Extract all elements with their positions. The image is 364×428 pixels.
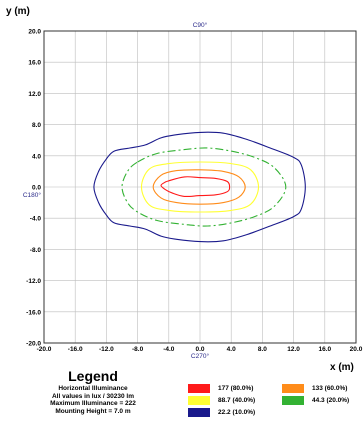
x-axis-label: x (m): [330, 362, 354, 373]
y-tick-label: 8.0: [32, 122, 41, 129]
legend-swatch: [188, 408, 210, 417]
y-tick-label: 16.0: [28, 60, 41, 67]
legend-label: 44.3 (20.0%): [312, 397, 350, 404]
legend-items: 177 (80.0%) 133 (60.0%) 88.7 (40.0%) 44.3 (…: [0, 368, 364, 428]
legend-label: 22.2 (10.0%): [218, 409, 256, 416]
x-tick-label: -8.0: [132, 346, 144, 353]
legend-title: Legend: [68, 368, 118, 384]
contour-lines: [93, 131, 306, 243]
legend-swatch: [188, 396, 210, 405]
angle-annotation: C90°: [193, 21, 208, 29]
x-tick-label: 0.0: [195, 346, 204, 353]
legend-info-line: Horizontal Illuminance: [58, 385, 128, 392]
y-tick-label: 20.0: [28, 29, 41, 36]
x-tick-label: 8.0: [258, 346, 267, 353]
legend-item: 22.2 (10.0%): [188, 407, 255, 418]
y-tick-label: -8.0: [30, 247, 42, 254]
legend-swatch: [282, 384, 304, 393]
x-tick-label: -20.0: [37, 346, 52, 353]
angle-annotations: C90° C180° C270°: [23, 21, 210, 360]
contour-line: [152, 169, 246, 205]
plot-frame: [43, 30, 357, 344]
angle-annotation: C270°: [191, 352, 210, 360]
x-tick-label: 12.0: [287, 346, 300, 353]
legend-item: 88.7 (40.0%): [188, 395, 255, 406]
legend-swatch: [188, 384, 210, 393]
y-tick-label: 12.0: [28, 91, 41, 98]
contour-line: [121, 147, 287, 227]
contour-line: [140, 161, 260, 213]
legend: Legend Horizontal Illuminance All values…: [0, 368, 364, 428]
legend-label: 88.7 (40.0%): [218, 397, 256, 404]
legend-info-line: Mounting Height = 7.0 m: [55, 407, 131, 415]
x-tick-label: 16.0: [318, 346, 331, 353]
y-tick-label: -4.0: [30, 216, 42, 223]
x-tick-label: 4.0: [227, 346, 236, 353]
y-tick-label: -20.0: [26, 341, 41, 348]
y-tick-label: -12.0: [26, 278, 41, 285]
legend-info-line: All values in lux / 30230 lm: [51, 392, 134, 400]
legend-info-line: Maximum Illuminance = 222: [50, 400, 136, 407]
y-tick-label: 0.0: [32, 185, 41, 192]
x-tick-label: 20.0: [350, 346, 363, 353]
angle-annotation: C180°: [23, 191, 42, 199]
x-tick-label: -16.0: [68, 346, 83, 353]
contour-line: [93, 131, 306, 243]
legend-label: 133 (60.0%): [312, 385, 348, 392]
y-tick-labels: 20.0 16.0 12.0 8.0 4.0 0.0 -4.0 -8.0 -12.0 -16.0 -…: [26, 29, 41, 348]
contour-line: [160, 176, 231, 198]
x-tick-labels: -20.0 -16.0 -12.0 -8.0 -4.0 0.0 4.0 8.0 12.0 16.0…: [37, 346, 363, 353]
y-axis-label: y (m): [6, 6, 30, 17]
legend-label: 177 (80.0%): [218, 385, 254, 392]
y-tick-label: -16.0: [26, 309, 41, 316]
legend-item: 177 (80.0%): [188, 383, 253, 394]
legend-item: 133 (60.0%): [282, 383, 347, 394]
grid-lines: [44, 31, 356, 343]
x-tick-label: -12.0: [99, 346, 114, 353]
legend-item: 44.3 (20.0%): [282, 395, 349, 406]
legend-swatch: [282, 396, 304, 405]
x-tick-label: -4.0: [163, 346, 175, 353]
y-tick-label: 4.0: [32, 153, 41, 160]
legend-info: Horizontal Illuminance All values in lux…: [20, 385, 166, 415]
